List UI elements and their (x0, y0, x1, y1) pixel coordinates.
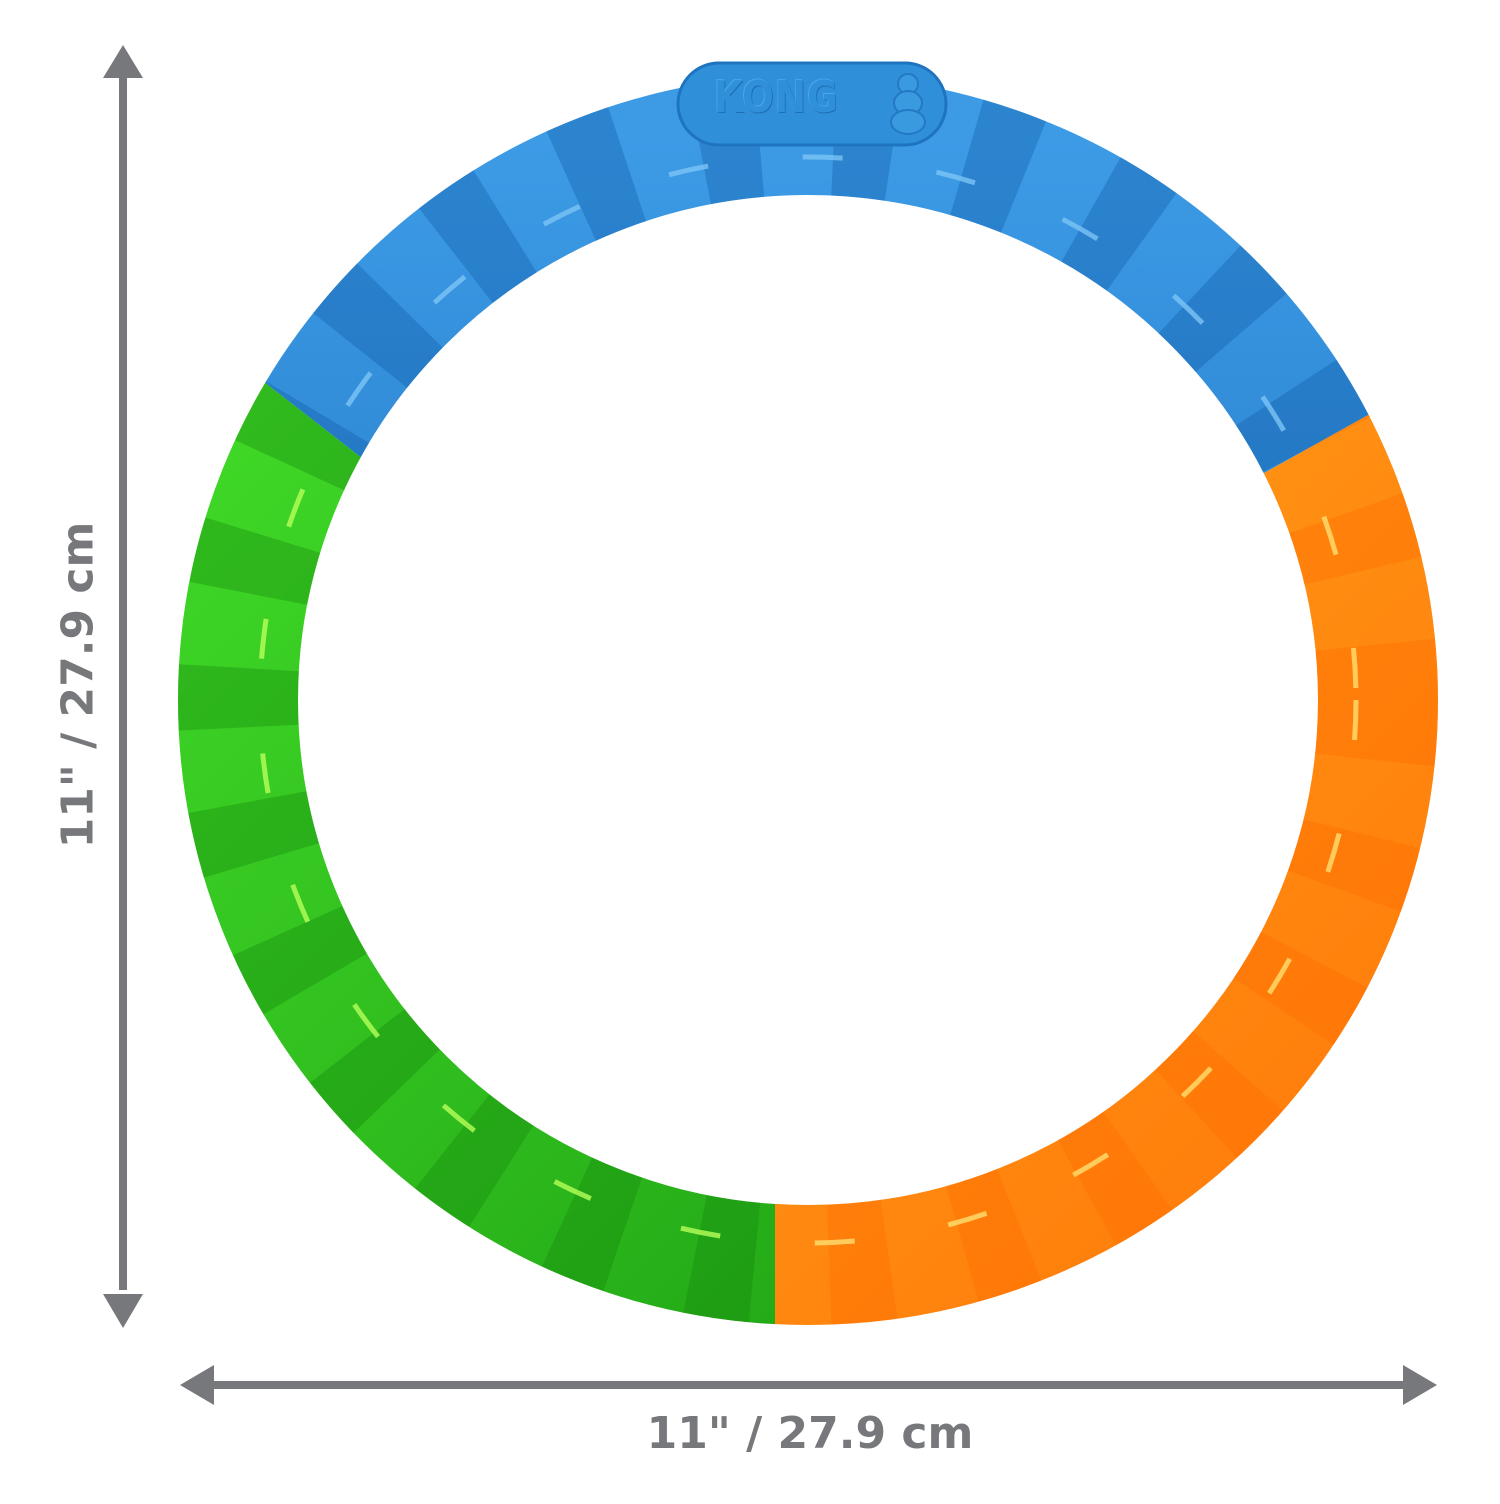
height-dimension-arrow (103, 45, 143, 1328)
height-dimension-label: 11" / 27.9 cm (52, 521, 104, 849)
width-dimension-arrow (180, 1365, 1437, 1405)
ring-green-segment (178, 375, 775, 1325)
kong-logo-plate (676, 61, 948, 147)
ring-orange-segment (750, 380, 1438, 1325)
kong-logo-text: KONG (714, 72, 839, 123)
width-dimension-label: 11" / 27.9 cm (646, 1408, 974, 1459)
kong-silhouette-icon (890, 73, 926, 135)
